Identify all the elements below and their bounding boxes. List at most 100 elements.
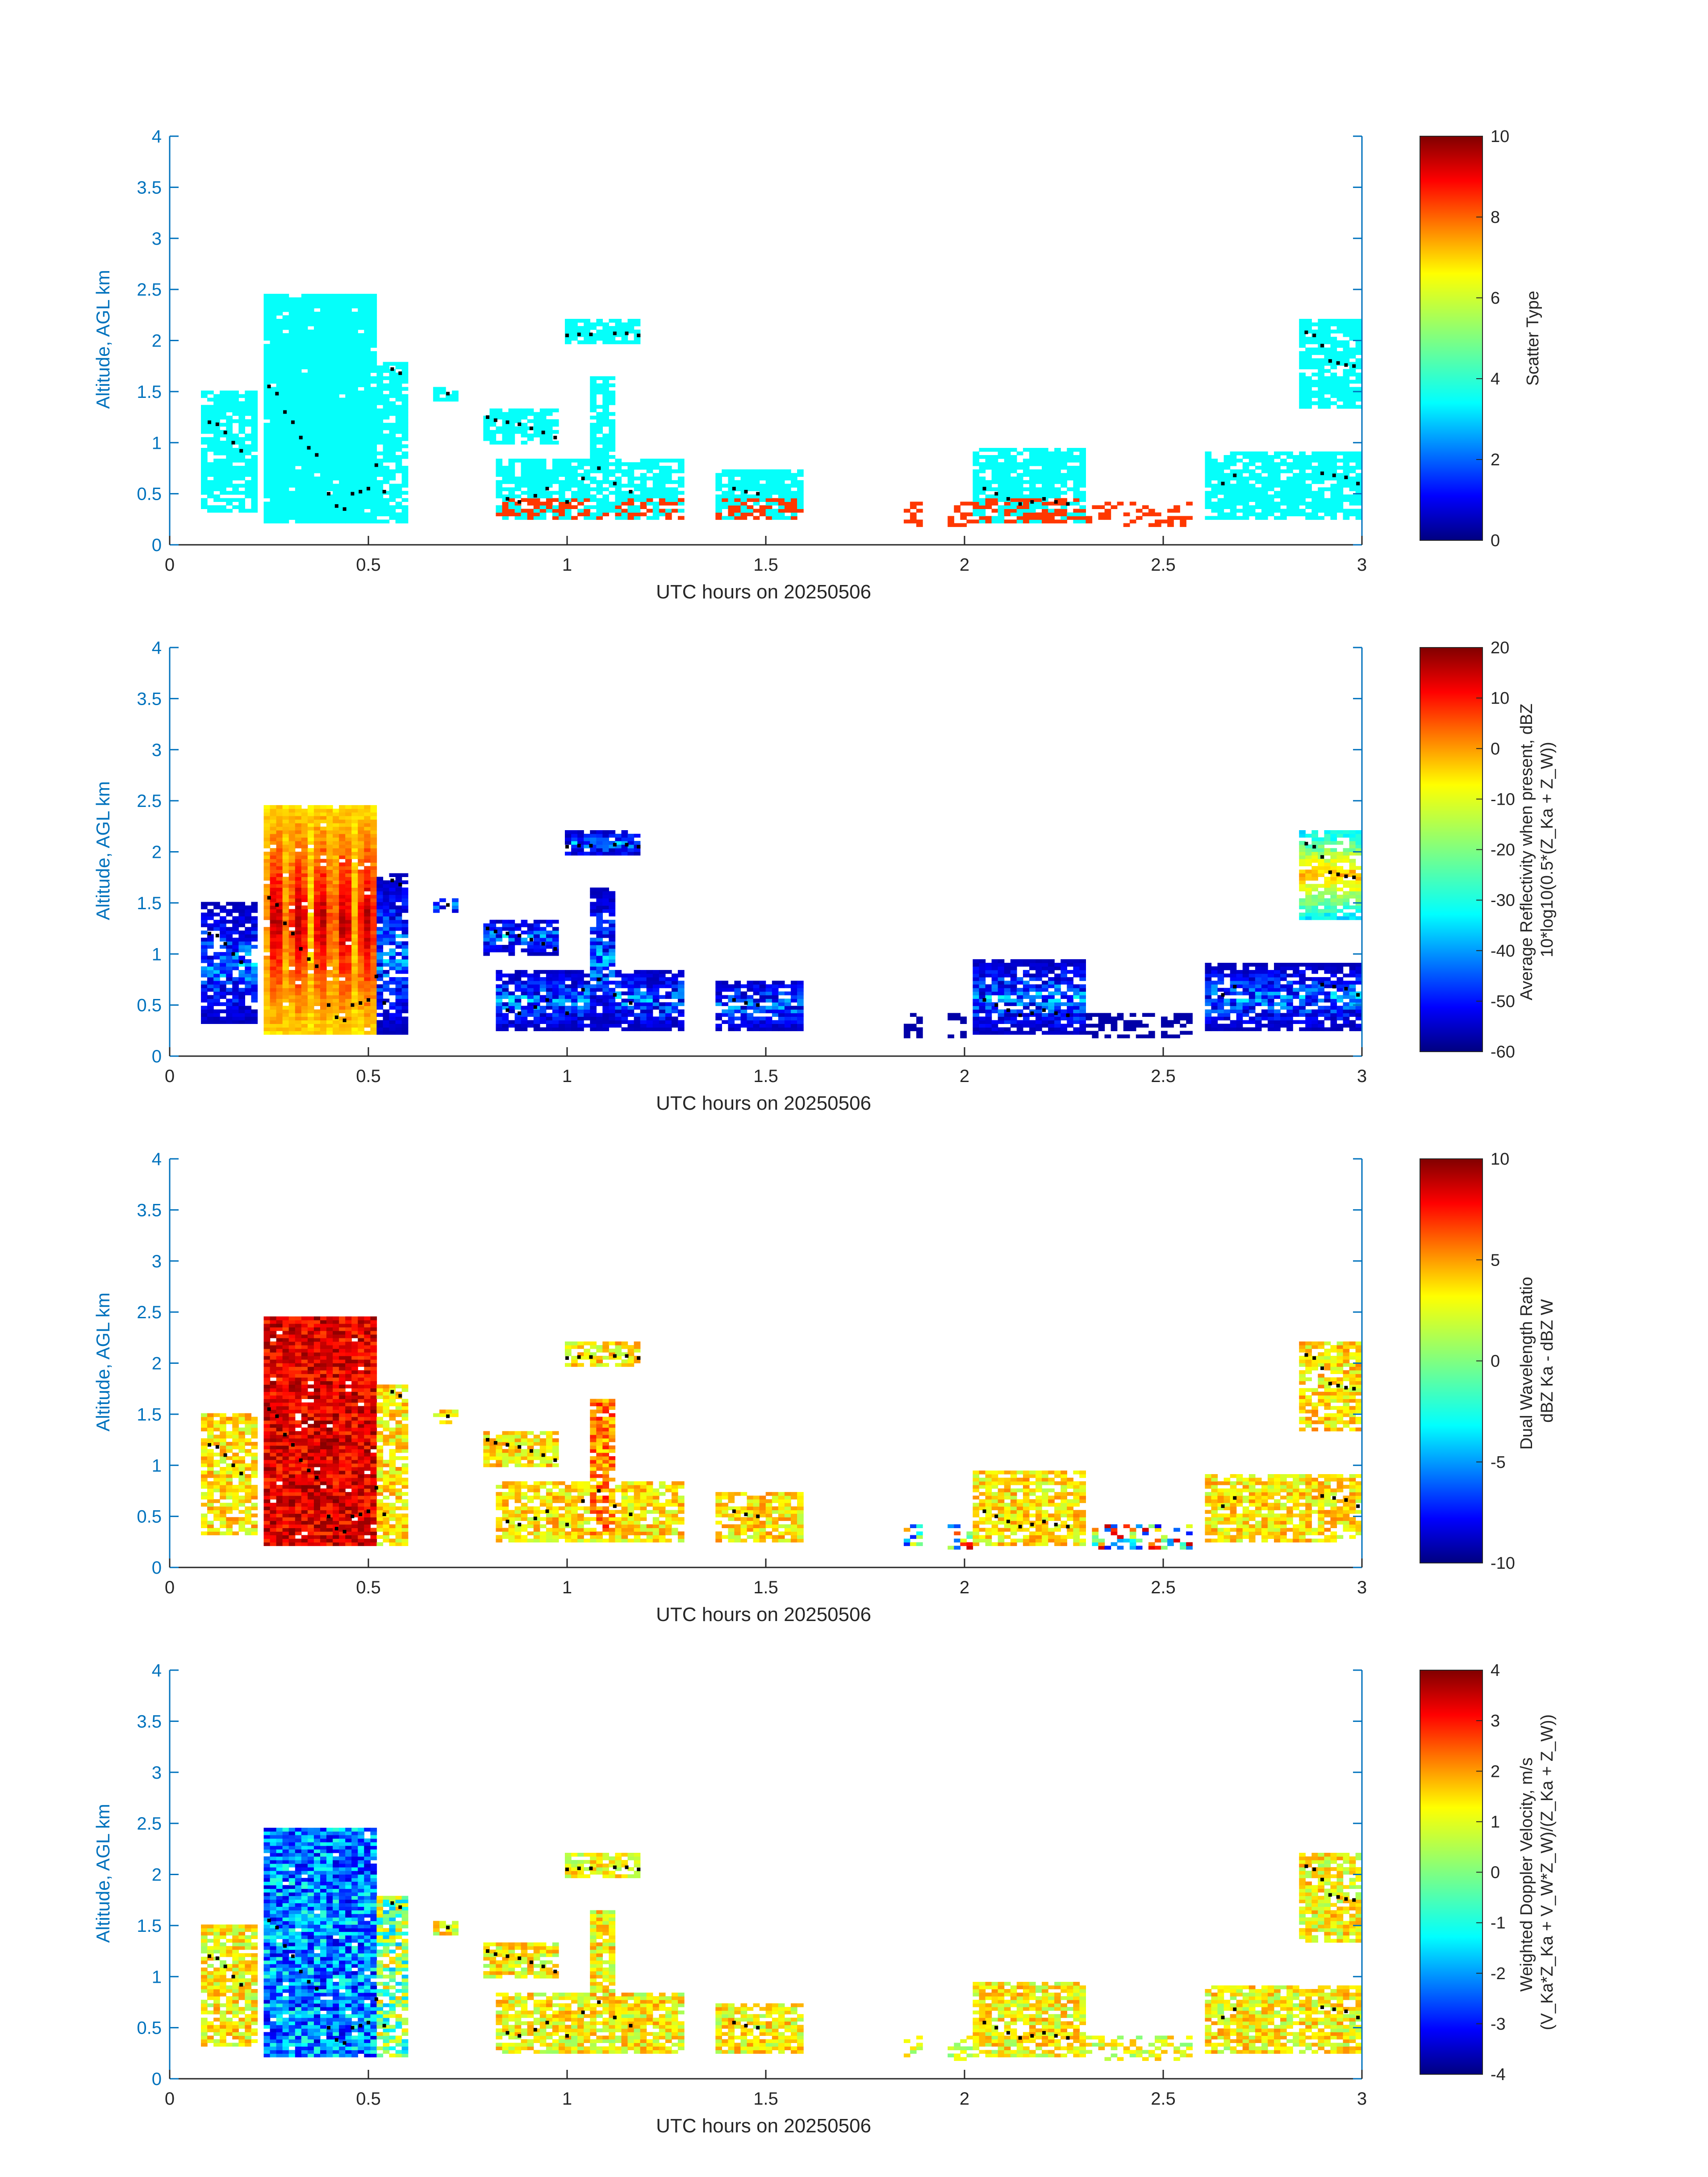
heatmap-cell bbox=[288, 301, 296, 305]
heatmap-cell bbox=[1255, 476, 1262, 481]
heatmap-cell bbox=[659, 484, 666, 488]
heatmap-cell bbox=[634, 484, 641, 488]
heatmap-cell bbox=[201, 988, 208, 992]
heatmap-cell bbox=[370, 927, 377, 931]
heatmap-cell bbox=[295, 433, 302, 438]
heatmap-cell bbox=[301, 1024, 308, 1028]
heatmap-cell bbox=[326, 505, 333, 509]
heatmap-cell bbox=[985, 462, 992, 466]
heatmap-cell bbox=[320, 956, 327, 960]
heatmap-cell bbox=[1343, 319, 1350, 323]
heatmap-cell bbox=[1299, 322, 1306, 326]
heatmap-cell bbox=[665, 501, 672, 506]
heatmap-cell bbox=[201, 455, 208, 459]
heatmap-cell bbox=[514, 487, 522, 491]
heatmap-cell bbox=[313, 372, 321, 376]
heatmap-cell bbox=[678, 491, 685, 495]
heatmap-cell bbox=[1079, 498, 1086, 502]
heatmap-cell bbox=[320, 898, 327, 903]
x-tick-label: 1 bbox=[562, 555, 572, 575]
heatmap-cell bbox=[307, 884, 314, 888]
heatmap-cell bbox=[226, 408, 233, 413]
heatmap-cell bbox=[313, 956, 321, 960]
heatmap-cell bbox=[584, 512, 590, 517]
heatmap-cell bbox=[313, 498, 321, 502]
heatmap-cell bbox=[376, 509, 384, 513]
heatmap-cell bbox=[596, 437, 603, 441]
heatmap-cell bbox=[364, 974, 371, 978]
heatmap-cell bbox=[715, 487, 722, 491]
heatmap-cell bbox=[238, 944, 245, 949]
heatmap-cell bbox=[270, 991, 277, 995]
heatmap-cell bbox=[345, 347, 352, 351]
heatmap-cell bbox=[452, 394, 459, 398]
heatmap-cell bbox=[1205, 455, 1212, 459]
heatmap-cell bbox=[370, 934, 377, 938]
heatmap-cell bbox=[232, 941, 239, 945]
heatmap-cell bbox=[389, 894, 396, 899]
heatmap-cell bbox=[546, 430, 553, 434]
heatmap-cell bbox=[345, 827, 352, 831]
heatmap-cell bbox=[288, 484, 296, 488]
heatmap-cell bbox=[333, 330, 339, 334]
heatmap-cell bbox=[326, 412, 333, 416]
heatmap-cell bbox=[288, 491, 296, 495]
heatmap-cell bbox=[295, 884, 302, 888]
heatmap-cell bbox=[345, 887, 352, 892]
heatmap-cell bbox=[358, 941, 364, 945]
heatmap-cell bbox=[602, 462, 609, 466]
heatmap-cell bbox=[389, 412, 396, 416]
heatmap-cell bbox=[1305, 484, 1312, 488]
heatmap-cell bbox=[270, 487, 277, 491]
heatmap-cell bbox=[339, 383, 346, 388]
heatmap-cell bbox=[521, 469, 528, 473]
heatmap-cell bbox=[326, 408, 333, 413]
heatmap-cell bbox=[1336, 340, 1344, 344]
heatmap-cell bbox=[295, 834, 302, 838]
heatmap-cell bbox=[238, 1013, 245, 1017]
heatmap-cell bbox=[634, 512, 641, 517]
heatmap-cell bbox=[665, 469, 672, 473]
heatmap-cell bbox=[276, 884, 283, 888]
heatmap-cell bbox=[370, 966, 377, 970]
heatmap-cell bbox=[263, 999, 271, 1003]
heatmap-cell bbox=[301, 1009, 308, 1013]
heatmap-cell bbox=[1236, 498, 1243, 502]
heatmap-cell bbox=[364, 426, 371, 430]
heatmap-cell bbox=[270, 308, 277, 312]
heatmap-cell bbox=[383, 941, 390, 945]
heatmap-cell bbox=[364, 312, 371, 316]
heatmap-cell bbox=[213, 912, 220, 917]
heatmap-cell bbox=[1242, 462, 1249, 466]
heatmap-cell bbox=[778, 476, 785, 481]
heatmap-cell bbox=[301, 841, 308, 845]
heatmap-cell bbox=[1318, 491, 1324, 495]
heatmap-cell bbox=[313, 512, 321, 517]
heatmap-cell bbox=[288, 1016, 296, 1020]
heatmap-cell bbox=[539, 501, 547, 506]
heatmap-cell bbox=[1299, 405, 1306, 409]
heatmap-cell bbox=[307, 887, 314, 892]
heatmap-cell bbox=[1349, 512, 1356, 517]
heatmap-cell bbox=[539, 480, 547, 484]
heatmap-cell bbox=[370, 977, 377, 981]
heatmap-cell bbox=[270, 970, 277, 974]
heatmap-cell bbox=[282, 415, 289, 420]
heatmap-cell bbox=[307, 981, 314, 985]
heatmap-cell bbox=[1355, 484, 1362, 488]
heatmap-cell bbox=[358, 344, 364, 348]
track-marker bbox=[1312, 334, 1316, 338]
heatmap-cell bbox=[370, 1020, 377, 1024]
heatmap-cell bbox=[753, 480, 760, 484]
heatmap-cell bbox=[288, 941, 296, 945]
heatmap-cell bbox=[320, 934, 327, 938]
heatmap-cell bbox=[213, 462, 220, 466]
heatmap-cell bbox=[358, 319, 364, 323]
heatmap-cell bbox=[213, 466, 220, 470]
heatmap-cell bbox=[307, 855, 314, 859]
heatmap-cell bbox=[339, 462, 346, 466]
heatmap-cell bbox=[288, 340, 296, 344]
heatmap-cell bbox=[1343, 326, 1350, 330]
heatmap-cell bbox=[307, 491, 314, 495]
heatmap-cell bbox=[1274, 516, 1281, 520]
